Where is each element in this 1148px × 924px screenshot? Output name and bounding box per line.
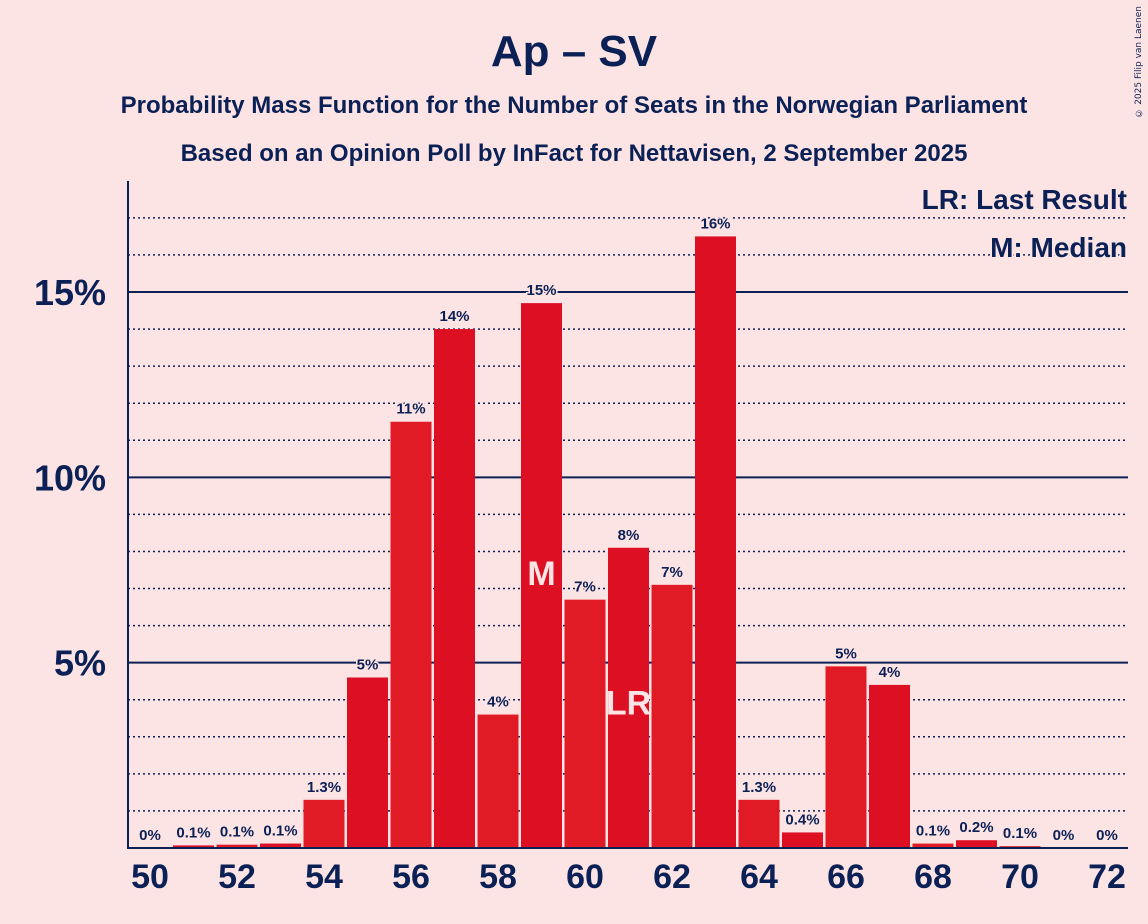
- median-marker: M: [527, 555, 555, 593]
- y-tick-label: 15%: [34, 272, 106, 313]
- bar-label-56: 11%: [396, 401, 425, 418]
- y-tick-label: 10%: [34, 457, 106, 498]
- x-tick-label: 66: [827, 858, 865, 896]
- x-tick-label: 50: [131, 858, 169, 896]
- bars: 0% 0.1% 0.1% 0.1% 1.3% 5% 11% 14% 4% 15% M 7% 8% LR 7%…: [138, 214, 1119, 849]
- bar-56: [390, 421, 432, 848]
- bar-label-72: 0%: [1096, 827, 1118, 844]
- bar-label-65: 0.4%: [785, 811, 819, 828]
- x-tick-label: 56: [392, 858, 430, 896]
- axes: 5% 10% 15% 50 52 54 56 58 60 62 64 66 68 70 72: [34, 181, 1128, 896]
- bar-label-67: 4%: [879, 664, 901, 681]
- legend-item: LR: Last Result: [922, 184, 1127, 215]
- legend-item: M: Median: [990, 232, 1127, 263]
- chart-subtitle: Probability Mass Function for the Number…: [121, 92, 1028, 119]
- bar-label-57: 14%: [439, 308, 469, 325]
- bar-label-58: 4%: [487, 694, 509, 711]
- bar-61: [608, 547, 649, 848]
- bar-68: [912, 843, 954, 848]
- bar-label-71: 0%: [1053, 827, 1075, 844]
- x-tick-label: 54: [305, 858, 343, 896]
- bar-64: [738, 799, 780, 848]
- chart-subtitle-2: Based on an Opinion Poll by InFact for N…: [181, 140, 968, 167]
- bar-59: [521, 303, 562, 848]
- bar-label-50: 0%: [139, 827, 161, 844]
- x-tick-label: 68: [914, 858, 952, 896]
- bar-label-64: 1.3%: [742, 779, 776, 796]
- bar-69: [956, 840, 997, 848]
- bar-label-54: 1.3%: [307, 779, 341, 796]
- bar-62: [651, 584, 693, 848]
- y-tick-label: 5%: [54, 643, 106, 684]
- bar-label-62: 7%: [661, 564, 683, 581]
- x-tick-label: 58: [479, 858, 517, 896]
- bar-55: [347, 677, 388, 848]
- bar-label-59: 15%: [526, 282, 556, 299]
- bar-label-60: 7%: [574, 579, 596, 596]
- x-tick-label: 52: [218, 858, 256, 896]
- chart-title: Ap – SV: [491, 27, 658, 76]
- x-tick-label: 72: [1088, 858, 1126, 896]
- bar-label-55: 5%: [357, 656, 379, 673]
- bar-label-70: 0.1%: [1003, 825, 1037, 842]
- bar-label-69: 0.2%: [959, 819, 993, 836]
- bar-57: [434, 329, 475, 849]
- x-tick-label: 70: [1001, 858, 1039, 896]
- bar-label-61: 8%: [618, 527, 640, 544]
- bar-52: [216, 844, 258, 848]
- bar-label-66: 5%: [835, 645, 857, 662]
- copyright: © 2025 Filip van Laenen: [1134, 6, 1144, 118]
- x-tick-label: 60: [566, 858, 604, 896]
- bar-58: [477, 714, 519, 848]
- bar-60: [564, 599, 606, 848]
- legend: LR: Last Result M: Median: [920, 182, 1129, 265]
- x-tick-label: 64: [740, 858, 778, 896]
- bar-51: [173, 845, 214, 848]
- bar-54: [303, 799, 345, 848]
- bar-label-53: 0.1%: [263, 823, 297, 840]
- bar-67: [869, 684, 910, 848]
- bar-label-68: 0.1%: [916, 823, 950, 840]
- bar-label-63: 16%: [700, 215, 730, 232]
- bar-label-52: 0.1%: [220, 824, 254, 841]
- x-tick-label: 62: [653, 858, 691, 896]
- bar-label-51: 0.1%: [176, 824, 210, 841]
- bar-66: [825, 666, 867, 848]
- bar-53: [260, 843, 301, 848]
- last-result-marker: LR: [606, 685, 651, 723]
- bar-65: [782, 832, 823, 848]
- bar-63: [695, 236, 736, 848]
